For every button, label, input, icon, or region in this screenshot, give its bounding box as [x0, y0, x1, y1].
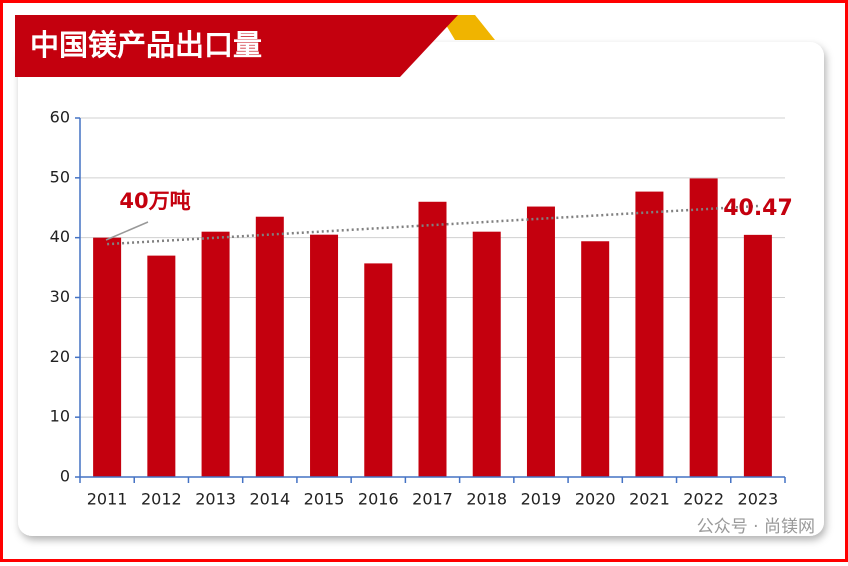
- x-tick-label: 2015: [304, 490, 345, 509]
- bar: [255, 216, 284, 477]
- bar: [689, 178, 718, 477]
- y-tick-label: 50: [50, 167, 70, 186]
- bar: [743, 234, 772, 477]
- x-tick-label: 2020: [575, 490, 616, 509]
- x-tick-label: 2021: [629, 490, 670, 509]
- x-tick-label: 2014: [249, 490, 290, 509]
- y-tick-label: 40: [50, 227, 70, 246]
- plot: 0 10 20 30 40 50 60 2011 2012 2013 2014 2015 2016 201…: [50, 108, 793, 509]
- y-tick-label: 0: [60, 467, 70, 486]
- y-tick-label: 30: [50, 287, 70, 306]
- bar: [635, 191, 664, 477]
- trendline: [107, 204, 758, 246]
- bar: [418, 201, 447, 477]
- x-tick-label: 2013: [195, 490, 236, 509]
- x-tick-label: 2023: [738, 490, 779, 509]
- y-tick-label: 20: [50, 347, 70, 366]
- bar: [581, 241, 610, 477]
- annotation: 40.47: [723, 196, 793, 221]
- y-tick-label: 60: [50, 108, 70, 127]
- title-banner: [15, 15, 458, 77]
- chart-title: 中国镁产品出口量: [30, 28, 262, 62]
- banner-accent: [440, 15, 495, 40]
- watermark: 公众号 · 尚镁网: [697, 517, 815, 537]
- x-tick-label: 2012: [141, 490, 182, 509]
- bar: [147, 255, 176, 477]
- x-tick-label: 2019: [521, 490, 562, 509]
- bar: [364, 263, 393, 477]
- x-tick-label: 2016: [358, 490, 399, 509]
- annotation: 40万吨: [119, 189, 190, 213]
- bar: [93, 237, 122, 477]
- bar: [472, 231, 501, 477]
- annotation-leader: [105, 221, 149, 241]
- x-tick-label: 2022: [683, 490, 724, 509]
- bar: [310, 234, 339, 477]
- x-tick-label: 2018: [466, 490, 507, 509]
- x-tick-label: 2017: [412, 490, 453, 509]
- bar: [201, 231, 230, 477]
- y-tick-label: 10: [50, 407, 70, 426]
- bar: [526, 206, 555, 477]
- x-tick-label: 2011: [87, 490, 128, 509]
